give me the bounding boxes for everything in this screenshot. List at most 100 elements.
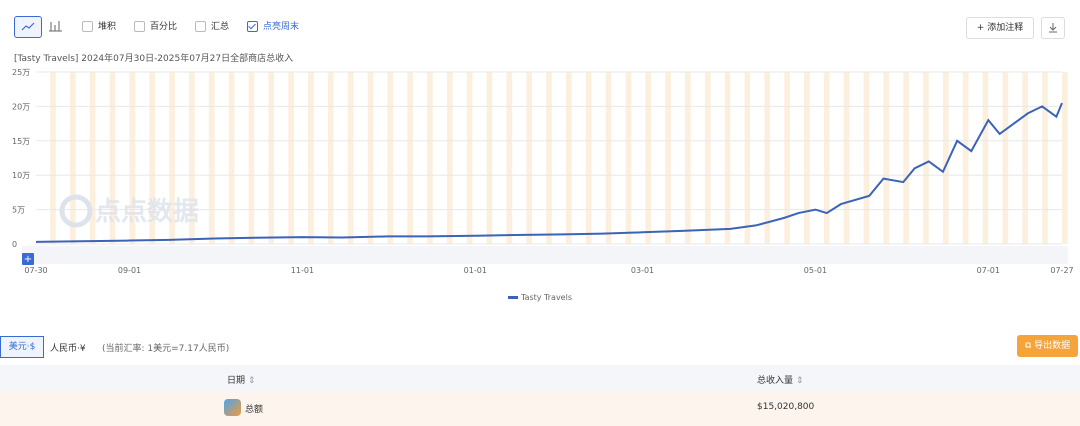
zoom-button [22,253,34,265]
watermark: 点点数据 [95,196,199,227]
weekend-band [387,72,394,244]
weekend-band [327,72,334,244]
cell: 总额 [245,405,264,415]
header-text: 总收入量 [757,376,794,386]
weekend-band [70,72,76,244]
bar-chart-toggle[interactable] [46,16,66,36]
y-tick-label: 25万 [12,68,30,77]
weekend-band [446,72,453,244]
weekend-band [149,72,156,244]
weekend-band [665,72,671,244]
weekend-band [347,72,354,244]
weekend-band [288,72,294,244]
x-tick-label: 05-01 [804,266,827,275]
weekend-band [189,72,195,244]
y-tick-label: 20万 [12,102,30,111]
weekend-band [625,72,632,244]
weekend-band [89,72,96,244]
column-header[interactable]: 总收入量 ⇕ [757,376,804,386]
weekend-band [1022,72,1028,244]
weekend-band [1002,72,1009,244]
export-button[interactable]: ⧉ 导出数据 [1017,335,1078,357]
y-tick-label: 5万 [12,206,25,215]
table-row [0,392,1080,426]
weekend-band [268,72,275,244]
weekend-band [466,72,473,244]
options: 堆积 百分比 汇总 点亮周末 [82,19,299,32]
cell: $15,020,800 [757,402,815,412]
weekend-band [942,72,949,244]
x-tick-label: 07-01 [977,266,1000,275]
watermark-logo [59,194,93,228]
exchange-rate: (当前汇率: 1美元=7.17人民币) [102,344,230,354]
x-tick-label: 01-01 [464,266,487,275]
weekend-band [923,72,929,244]
line-chart-toggle[interactable] [14,16,42,38]
weekend-band [1042,72,1048,244]
weekend-band [526,72,532,244]
checkbox-option[interactable]: 堆积 [82,19,116,32]
export-label: 导出数据 [1034,341,1071,351]
weekend-band [169,72,175,244]
weekend-band [308,72,314,244]
annotate-button[interactable]: + 添加注释 [966,17,1034,39]
checkbox-option[interactable]: 点亮周末 [247,19,299,32]
weekend-band [228,72,235,244]
weekend-band [109,72,116,244]
weekend-band [585,72,592,244]
header-text: 日期 [227,376,246,386]
weekend-band [685,72,691,244]
weekend-band [863,72,870,244]
weekend-band [407,72,413,244]
download-button[interactable] [1041,17,1065,39]
y-tick-label: 15万 [12,137,30,146]
weekend-band [744,72,751,244]
weekend-band [367,72,374,244]
weekend-band [724,72,731,244]
currency-tab[interactable]: 美元·$ [0,336,44,358]
weekend-band [843,72,850,244]
checkbox-option[interactable]: 百分比 [134,19,177,32]
weekend-band [605,72,612,244]
option-label: 汇总 [211,22,230,32]
x-tick-label: 03-01 [631,266,654,275]
x-axis-band [22,246,1068,264]
x-tick-label: 09-01 [118,266,141,275]
weekend-band [784,72,790,244]
weekend-band [823,72,830,244]
x-tick-label: 11-01 [291,266,314,275]
checkbox[interactable] [134,21,146,32]
option-label: 堆积 [98,22,117,32]
checkbox-option[interactable]: 汇总 [195,19,229,32]
weekend-band [883,72,890,244]
y-tick-label: 0 [12,240,17,249]
weekend-band [427,72,433,244]
annotate-label: 添加注释 [987,23,1024,33]
weekend-band [804,72,810,244]
weekend-band [208,72,215,244]
weekend-band [486,72,493,244]
option-label: 百分比 [150,22,178,32]
checkbox[interactable] [247,21,259,32]
legend-swatch [508,296,518,299]
weekend-band [506,72,513,244]
column-header[interactable]: 日期 ⇕ [227,376,256,386]
weekend-band [1062,72,1068,244]
x-tick-label: 07-27 [1050,266,1073,275]
weekend-band [962,72,969,244]
weekend-band [50,72,56,244]
legend-label: Tasty Travels [520,293,572,302]
x-tick-label: 07-30 [24,266,47,275]
checkbox[interactable] [195,21,207,32]
weekend-band [129,72,136,244]
checkbox[interactable] [82,21,93,32]
weekend-band [248,72,255,244]
currency-tab[interactable]: 人民币·¥ [50,344,86,354]
weekend-band [645,72,652,244]
table-header [0,365,1080,392]
y-tick-label: 10万 [12,171,30,180]
option-label: 点亮周末 [263,22,300,32]
weekend-band [764,72,771,244]
app-icon [224,399,241,416]
